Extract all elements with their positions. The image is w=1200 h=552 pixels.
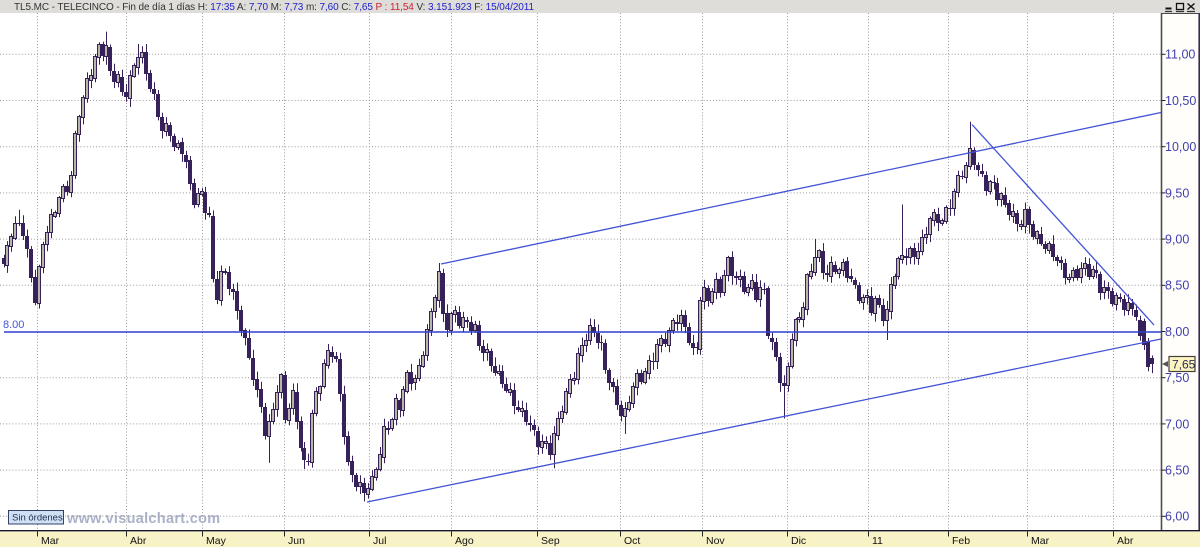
svg-text:Oct: Oct: [624, 535, 640, 547]
svg-text:Jul: Jul: [373, 535, 386, 547]
svg-text:Dic: Dic: [791, 535, 806, 547]
svg-text:Abr: Abr: [1117, 535, 1134, 547]
svg-text:Jun: Jun: [288, 535, 305, 547]
svg-text:www.visualchart.com: www.visualchart.com: [66, 511, 220, 527]
svg-text:10,00: 10,00: [1165, 140, 1196, 154]
svg-text:7,00: 7,00: [1165, 417, 1189, 431]
svg-text:11: 11: [872, 535, 883, 547]
svg-text:Sin órdenes: Sin órdenes: [12, 513, 63, 524]
svg-text:8.00: 8.00: [3, 319, 24, 331]
svg-text:8,50: 8,50: [1165, 279, 1189, 293]
svg-text:Mar: Mar: [41, 535, 60, 547]
svg-text:6,50: 6,50: [1165, 464, 1189, 478]
svg-text:10,50: 10,50: [1165, 94, 1196, 108]
svg-text:7,50: 7,50: [1165, 371, 1189, 385]
svg-text:9,00: 9,00: [1165, 233, 1189, 247]
svg-text:Sep: Sep: [541, 535, 560, 547]
svg-text:11,00: 11,00: [1165, 48, 1195, 62]
svg-text:Mar: Mar: [1031, 535, 1050, 547]
svg-text:9,50: 9,50: [1165, 186, 1189, 200]
svg-text:TL5.MC - TELECINCO - Fin de dí: TL5.MC - TELECINCO - Fin de día 1 días H…: [14, 2, 534, 13]
svg-text:Abr: Abr: [130, 535, 147, 547]
svg-text:8,00: 8,00: [1165, 325, 1189, 339]
svg-text:7,65: 7,65: [1172, 358, 1196, 372]
svg-text:May: May: [206, 535, 227, 547]
svg-text:6,00: 6,00: [1165, 510, 1189, 524]
svg-text:Feb: Feb: [952, 535, 970, 547]
svg-text:Nov: Nov: [706, 535, 725, 547]
svg-text:Ago: Ago: [455, 535, 474, 547]
